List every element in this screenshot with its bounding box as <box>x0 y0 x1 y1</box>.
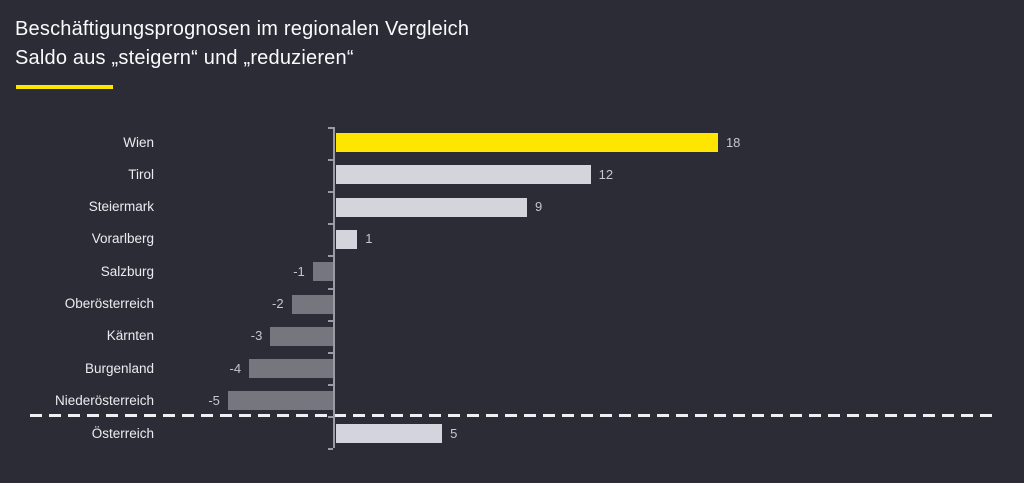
axis-tick <box>328 383 333 386</box>
category-label: Vorarlberg <box>91 231 154 247</box>
axis-tick <box>328 127 333 129</box>
chart-title: Beschäftigungsprognosen im regionalen Ve… <box>15 18 470 40</box>
value-label: 9 <box>534 199 543 215</box>
chart-subtitle: Saldo aus „steigern“ und „reduzieren“ <box>15 47 354 69</box>
bar-positive <box>336 197 527 217</box>
bar-chart: Wien 18 Tirol 12 Steiermark 9 Vorarlberg 1 Salzb… <box>0 118 1024 478</box>
axis-tick <box>328 191 333 194</box>
bar-negative <box>270 326 334 346</box>
bar-negative <box>227 391 334 411</box>
axis-tick <box>328 159 333 162</box>
value-label: -3 <box>250 328 263 344</box>
axis-tick <box>328 351 333 354</box>
category-label: Oberösterreich <box>64 296 154 311</box>
category-label: Niederösterreich <box>54 392 154 408</box>
bar-negative <box>291 294 334 314</box>
category-label: Österreich <box>91 425 154 441</box>
category-label: Salzburg <box>100 263 154 279</box>
value-label: -2 <box>271 296 284 311</box>
value-axis-line <box>333 127 335 448</box>
bar-highlight <box>336 133 718 152</box>
value-label: 18 <box>725 134 741 150</box>
value-label: 12 <box>598 166 614 182</box>
bar-positive <box>336 165 591 185</box>
axis-tick <box>328 255 333 258</box>
chart-header: Beschäftigungsprognosen im regionalen Ve… <box>15 15 469 73</box>
summary-separator <box>30 414 998 417</box>
bar-negative <box>312 262 334 282</box>
axis-tick <box>328 223 333 226</box>
category-label: Steiermark <box>88 199 154 215</box>
category-label: Wien <box>123 134 154 150</box>
axis-tick <box>328 287 333 290</box>
value-label: 1 <box>365 231 373 247</box>
title-accent-bar <box>16 85 113 89</box>
category-label: Kärnten <box>106 328 154 344</box>
bar-positive <box>336 229 358 249</box>
category-label: Burgenland <box>84 360 154 376</box>
category-label: Tirol <box>128 166 154 182</box>
bar-negative <box>249 359 334 379</box>
bar-positive <box>336 424 443 443</box>
value-label: 5 <box>450 425 458 441</box>
value-label: -4 <box>229 360 242 376</box>
axis-tick <box>328 415 333 418</box>
value-label: -1 <box>293 263 305 279</box>
value-label: -5 <box>208 392 220 408</box>
axis-tick <box>328 319 333 322</box>
axis-tick <box>328 448 333 450</box>
